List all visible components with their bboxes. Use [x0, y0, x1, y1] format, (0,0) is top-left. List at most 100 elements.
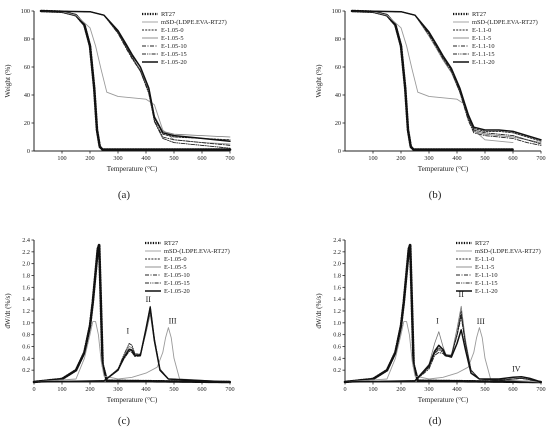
legend-label: E-1.05-0: [164, 256, 187, 263]
series-line-rt27: [343, 243, 543, 384]
x-tick-label: 300: [113, 155, 122, 162]
series-line-msd-ldpe-eva-rt27-: [33, 321, 231, 383]
peak-label: III: [169, 316, 177, 325]
y-tick-label: 1.6: [22, 284, 30, 291]
x-tick-label: 500: [480, 386, 489, 393]
legend: RT27mSD-(LDPE.EVA-RT27)E-1.05-0E-1.05-5E…: [142, 11, 227, 66]
legend-label: E-1.1-10: [472, 43, 495, 50]
y-tick-label: 2.2: [22, 249, 30, 256]
x-tick-label: 600: [508, 386, 517, 393]
legend-label: E-1.1-10: [475, 272, 498, 279]
legend-label: RT27: [161, 11, 176, 18]
legend-label: mSD-(LDPE.EVA-RT27): [164, 248, 230, 255]
x-tick-label: 400: [141, 155, 150, 162]
chart-panel-3: 0 100 200 300 400 500 600 700 0.2 0.4 0.6 0.8 1.0 1.2…: [315, 237, 546, 427]
legend: RT27mSD-(LDPE.EVA-RT27)E-1.1-0E-1.1-5E-1…: [456, 240, 541, 295]
x-axis-title: Temperature (°C): [418, 165, 469, 173]
x-tick-label: 200: [396, 386, 405, 393]
x-tick-label: 600: [197, 155, 206, 162]
series-line-msd-ldpe-eva-rt27-: [40, 10, 231, 145]
x-tick-label: 100: [368, 155, 377, 162]
legend-label: E-1.05-20: [164, 288, 190, 295]
y-tick-label: 0: [338, 148, 341, 155]
x-tick-label: 100: [57, 386, 66, 393]
panel-label: (d): [429, 415, 442, 427]
chart-panel-0: 100 200 300 400 500 600 700 0 20 40 60 80 100 Tempera…: [4, 8, 235, 201]
y-tick-label: 80: [24, 36, 30, 43]
legend-label: E-1.1-5: [475, 264, 494, 271]
x-tick-label: 100: [368, 386, 377, 393]
x-tick-label: 600: [508, 155, 517, 162]
y-tick-label: 40: [335, 92, 341, 99]
x-tick-label: 700: [536, 155, 545, 162]
x-tick-label: 400: [452, 386, 461, 393]
y-tick-label: 80: [335, 36, 341, 43]
legend-label: E-1.1-15: [475, 280, 498, 287]
y-tick-label: 1.4: [22, 296, 30, 303]
peak-label: I: [126, 326, 129, 335]
y-tick-label: 0.6: [22, 344, 30, 351]
series-line-e-1-1-15: [344, 313, 542, 383]
series-line-e-1-1-10: [351, 10, 542, 146]
y-tick-label: 1.8: [333, 273, 341, 280]
x-tick-label: 400: [452, 155, 461, 162]
x-axis-title: Temperature (°C): [107, 396, 158, 404]
y-tick-label: 2.0: [22, 261, 30, 268]
legend-label: mSD-(LDPE.EVA-RT27): [475, 248, 541, 255]
series-line-e-1-05-20: [40, 10, 231, 142]
y-tick-label: 0.4: [333, 355, 341, 362]
y-tick-label: 2.2: [333, 249, 341, 256]
legend-label: E-1.05-0: [161, 27, 184, 34]
y-tick-label: 2.0: [333, 261, 341, 268]
y-tick-label: 0.4: [22, 355, 30, 362]
x-tick-label: 200: [85, 386, 94, 393]
x-tick-label: 0: [343, 386, 346, 393]
panel-label: (a): [118, 189, 131, 201]
legend-label: E-1.1-5: [472, 35, 491, 42]
legend-label: RT27: [475, 240, 490, 247]
y-tick-label: 2.4: [22, 237, 30, 244]
x-tick-label: 300: [424, 155, 433, 162]
legend-label: E-1.05-15: [161, 51, 187, 58]
series-line-e-1-05-20: [33, 306, 231, 383]
x-tick-label: 200: [85, 155, 94, 162]
x-tick-label: 300: [113, 386, 122, 393]
chart-panel-2: 0 100 200 300 400 500 600 700 0.2 0.4 0.6 0.8 1.0 1.2…: [4, 237, 235, 427]
y-tick-label: 1.0: [333, 320, 341, 327]
y-tick-label: 60: [24, 64, 30, 71]
x-tick-label: 100: [57, 155, 66, 162]
y-axis-title: Weight (%): [4, 64, 12, 98]
legend-label: RT27: [164, 240, 179, 247]
panel-label: (c): [118, 415, 131, 427]
peak-label: I: [436, 316, 439, 325]
x-tick-label: 200: [396, 155, 405, 162]
y-tick-label: 100: [332, 8, 341, 15]
series-line-msd-ldpe-eva-rt27-: [344, 321, 542, 383]
y-tick-label: 40: [24, 92, 30, 99]
y-axis-title: dW/dt (%/s): [315, 293, 323, 329]
y-tick-label: 2.4: [333, 237, 341, 244]
y-tick-label: 1.4: [333, 296, 341, 303]
legend-label: E-1.05-10: [161, 43, 187, 50]
y-axis-title: dW/dt (%/s): [4, 293, 12, 329]
y-tick-label: 1.2: [333, 308, 341, 315]
y-tick-label: 1.8: [22, 273, 30, 280]
legend-label: E-1.1-20: [475, 288, 498, 295]
legend-label: mSD-(LDPE.EVA-RT27): [472, 19, 538, 26]
legend-label: E-1.1-20: [472, 59, 495, 66]
x-tick-label: 500: [480, 155, 489, 162]
y-tick-label: 0.2: [22, 367, 30, 374]
peak-label: II: [146, 295, 152, 304]
legend: RT27mSD-(LDPE.EVA-RT27)E-1.1-0E-1.1-5E-1…: [453, 11, 538, 66]
y-tick-label: 1.2: [22, 308, 30, 315]
x-tick-label: 0: [32, 386, 35, 393]
peak-label: III: [477, 317, 485, 326]
legend-label: E-1.05-5: [161, 35, 184, 42]
legend-label: E-1.1-0: [475, 256, 494, 263]
y-tick-label: 0.2: [333, 367, 341, 374]
chart-panel-1: 100 200 300 400 500 600 700 0 20 40 60 80 100 Tempera…: [315, 8, 546, 201]
y-tick-label: 0.6: [333, 344, 341, 351]
y-tick-label: 20: [24, 120, 30, 127]
x-axis-title: Temperature (°C): [107, 165, 158, 173]
